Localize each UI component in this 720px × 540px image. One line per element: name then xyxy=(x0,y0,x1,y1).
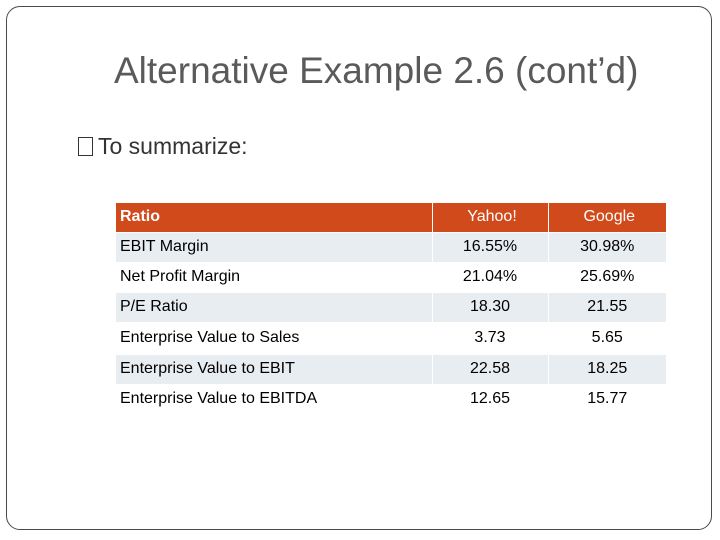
table-row: EBIT Margin 16.55% 30.98% xyxy=(116,232,666,263)
table-row: P/E Ratio 18.30 21.55 xyxy=(116,292,666,323)
ratio-name-cell: EBIT Margin xyxy=(116,232,432,263)
google-value-cell: 18.25 xyxy=(547,354,666,385)
yahoo-value-cell: 12.65 xyxy=(431,384,548,415)
table-row: Enterprise Value to EBITDA 12.65 15.77 xyxy=(116,384,666,415)
google-value-cell: 25.69% xyxy=(547,262,666,293)
ratio-name-cell: Net Profit Margin xyxy=(116,262,432,293)
table-header-row: Ratio Yahoo! Google xyxy=(116,203,666,233)
google-value-cell: 30.98% xyxy=(547,232,666,263)
ratio-name-cell: Enterprise Value to EBIT xyxy=(116,354,432,385)
ratio-name-cell: Enterprise Value to EBITDA xyxy=(116,384,432,415)
google-value-cell: 21.55 xyxy=(547,292,666,323)
yahoo-value-cell: 22.58 xyxy=(431,354,548,385)
ratio-name-cell: Enterprise Value to Sales xyxy=(116,322,432,355)
slide-title: Alternative Example 2.6 (cont’d) xyxy=(114,50,639,91)
table-row: Enterprise Value to Sales 3.73 5.65 xyxy=(116,322,666,355)
google-value-cell: 5.65 xyxy=(547,322,666,355)
google-value-cell: 15.77 xyxy=(547,384,666,415)
bullet-item: To summarize: xyxy=(78,133,248,160)
yahoo-value-cell: 18.30 xyxy=(431,292,548,323)
yahoo-value-cell: 21.04% xyxy=(431,262,548,293)
yahoo-value-cell: 16.55% xyxy=(431,232,548,263)
header-google: Google xyxy=(547,203,666,233)
table-row: Net Profit Margin 21.04% 25.69% xyxy=(116,262,666,293)
yahoo-value-cell: 3.73 xyxy=(431,322,548,355)
header-ratio: Ratio xyxy=(116,203,432,233)
bullet-box-icon xyxy=(78,137,93,156)
bullet-text: To summarize: xyxy=(98,133,248,159)
ratio-comparison-table: Ratio Yahoo! Google EBIT Margin 16.55% 3… xyxy=(116,203,666,415)
table-row: Enterprise Value to EBIT 22.58 18.25 xyxy=(116,354,666,385)
header-yahoo: Yahoo! xyxy=(431,203,548,233)
ratio-name-cell: P/E Ratio xyxy=(116,292,432,323)
